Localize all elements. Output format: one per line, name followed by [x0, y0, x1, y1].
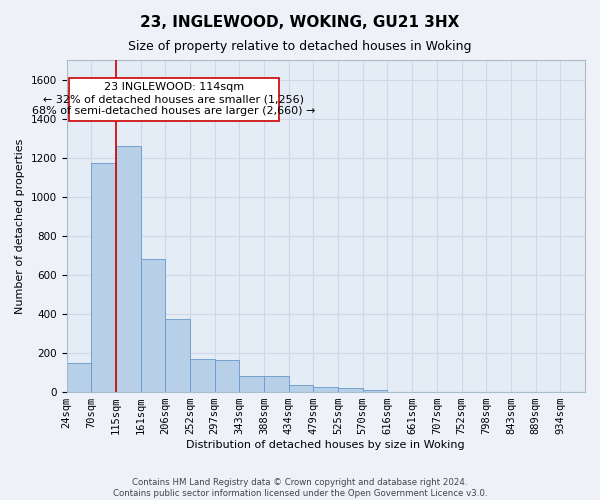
Bar — [91, 162, 116, 392]
X-axis label: Distribution of detached houses by size in Woking: Distribution of detached houses by size … — [187, 440, 465, 450]
Text: Size of property relative to detached houses in Woking: Size of property relative to detached ho… — [128, 40, 472, 53]
Bar — [313, 387, 338, 392]
Bar — [264, 376, 289, 392]
Bar — [363, 390, 388, 392]
Bar — [239, 376, 264, 392]
Bar — [190, 359, 215, 392]
Bar — [338, 388, 363, 392]
Bar — [140, 259, 165, 392]
Text: 23, INGLEWOOD, WOKING, GU21 3HX: 23, INGLEWOOD, WOKING, GU21 3HX — [140, 15, 460, 30]
Y-axis label: Number of detached properties: Number of detached properties — [15, 138, 25, 314]
FancyBboxPatch shape — [69, 78, 279, 120]
Bar — [289, 385, 313, 392]
Bar — [116, 146, 140, 392]
Bar — [215, 360, 239, 392]
Text: 68% of semi-detached houses are larger (2,660) →: 68% of semi-detached houses are larger (… — [32, 106, 316, 116]
Text: 23 INGLEWOOD: 114sqm: 23 INGLEWOOD: 114sqm — [104, 82, 244, 92]
Bar — [67, 363, 91, 392]
Text: Contains HM Land Registry data © Crown copyright and database right 2024.
Contai: Contains HM Land Registry data © Crown c… — [113, 478, 487, 498]
Bar — [165, 319, 190, 392]
Text: ← 32% of detached houses are smaller (1,256): ← 32% of detached houses are smaller (1,… — [43, 94, 304, 104]
